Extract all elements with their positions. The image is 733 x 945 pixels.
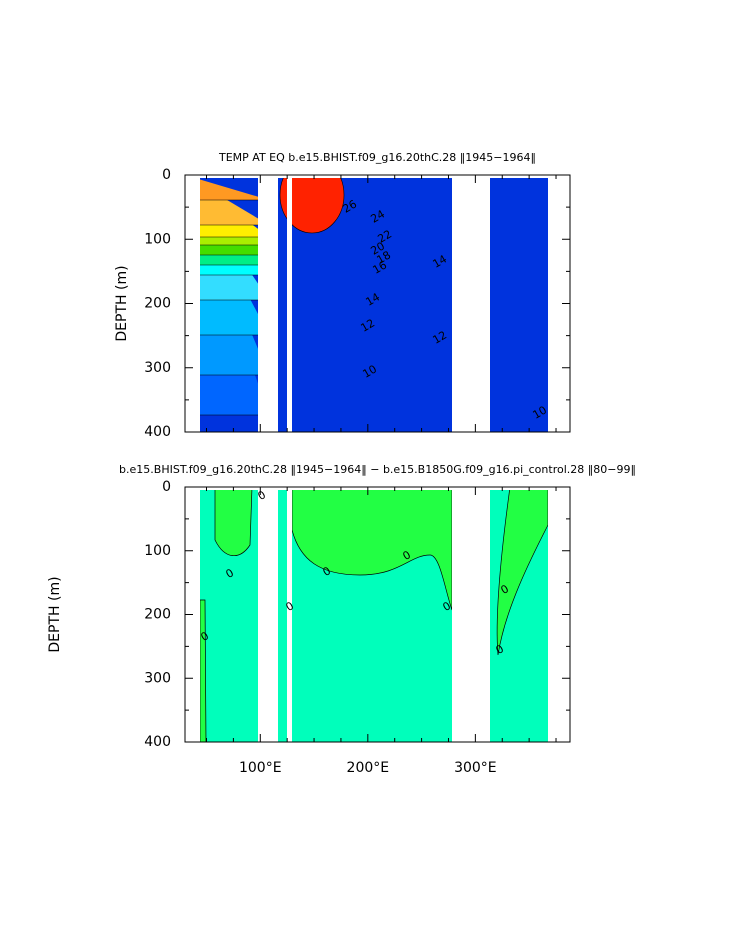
y-tick-label: 0 [162, 167, 171, 183]
contour-band [214, 490, 253, 556]
contour-label: 12 [358, 316, 377, 334]
y-tick-label: 100 [144, 231, 171, 247]
panel: b.e15.BHIST.f09_g16.20thC.28 ‖1945−1964‖… [47, 463, 636, 776]
contour-label: 18 [374, 248, 393, 266]
y-tick-label: 300 [144, 360, 171, 376]
contour-band [200, 599, 207, 742]
contour-label: 14 [430, 252, 449, 270]
y-tick-label: 200 [144, 607, 171, 623]
y-tick-label: 200 [144, 296, 171, 312]
y-tick-label: 400 [144, 424, 171, 440]
contour-label: 10 [530, 403, 549, 421]
x-tick-label: 300°E [454, 760, 497, 776]
panel-title: b.e15.BHIST.f09_g16.20thC.28 ‖1945−1964‖… [119, 463, 636, 476]
contour-field [200, 490, 548, 742]
contour-band [185, 170, 269, 175]
contour-band [291, 490, 453, 611]
x-tick-label: 200°E [347, 760, 390, 776]
contour-band [200, 178, 269, 201]
y-tick-label: 300 [144, 670, 171, 686]
contour-label: 24 [368, 207, 387, 225]
contour-band [279, 178, 345, 234]
contour-label: 16 [370, 258, 389, 276]
contour-label: 26 [340, 197, 359, 215]
contour-band [496, 490, 548, 656]
panel-title: TEMP AT EQ b.e15.BHIST.f09_g16.20thC.28 … [218, 151, 536, 164]
y-axis-label: DEPTH (m) [114, 265, 130, 341]
contour-field [185, 170, 548, 432]
contour-label: 14 [363, 290, 382, 308]
y-axis-label: DEPTH (m) [47, 576, 63, 652]
contour-label: 10 [360, 362, 379, 380]
y-tick-label: 100 [144, 543, 171, 559]
panel: TEMP AT EQ b.e15.BHIST.f09_g16.20thC.28 … [114, 151, 571, 440]
contour-label: 22 [375, 227, 394, 245]
y-tick-label: 400 [144, 734, 171, 750]
y-tick-label: 0 [162, 479, 171, 495]
contour-label: 12 [430, 328, 449, 346]
x-tick-label: 100°E [239, 760, 282, 776]
contour-label: 20 [368, 239, 387, 257]
